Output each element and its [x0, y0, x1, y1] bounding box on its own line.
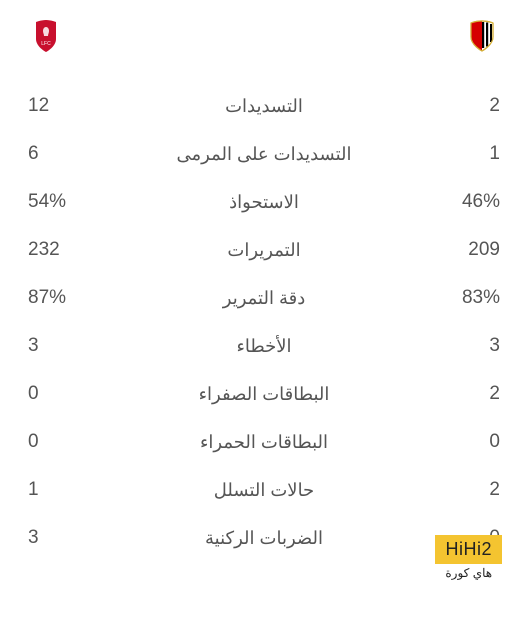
stat-away-value: 0: [28, 431, 98, 453]
stat-row: 2حالات التسلل1: [28, 466, 500, 514]
stat-away-value: 0: [28, 383, 98, 405]
stat-home-value: 83%: [430, 287, 500, 309]
liverpool-crest-icon: LFC: [33, 19, 59, 53]
stat-row: 2البطاقات الصفراء0: [28, 370, 500, 418]
home-team-logo: [466, 20, 498, 52]
stat-away-value: 3: [28, 335, 98, 357]
stat-row: 2التسديدات12: [28, 82, 500, 130]
stat-row: 83%دقة التمرير87%: [28, 274, 500, 322]
stat-label: دقة التمرير: [98, 288, 430, 309]
stat-home-value: 2: [430, 95, 500, 117]
stat-label: الضربات الركنية: [98, 528, 430, 549]
stat-home-value: 0: [430, 527, 500, 549]
away-team-logo: LFC: [30, 20, 62, 52]
stat-home-value: 0: [430, 431, 500, 453]
stat-away-value: 1: [28, 479, 98, 501]
stat-row: 0البطاقات الحمراء0: [28, 418, 500, 466]
stat-row: 1التسديدات على المرمى6: [28, 130, 500, 178]
stat-away-value: 54%: [28, 191, 98, 213]
stat-home-value: 46%: [430, 191, 500, 213]
stat-home-value: 2: [430, 479, 500, 501]
stat-away-value: 12: [28, 95, 98, 117]
stat-label: البطاقات الحمراء: [98, 432, 430, 453]
milan-crest-icon: [467, 19, 497, 53]
stat-label: التمريرات: [98, 240, 430, 261]
stat-row: 209التمريرات232: [28, 226, 500, 274]
svg-text:LFC: LFC: [41, 41, 51, 47]
stat-away-value: 3: [28, 527, 98, 549]
stat-label: الأخطاء: [98, 336, 430, 357]
stat-label: البطاقات الصفراء: [98, 384, 430, 405]
stat-away-value: 87%: [28, 287, 98, 309]
stats-table: 2التسديدات121التسديدات على المرمى646%الا…: [28, 82, 500, 562]
stat-home-value: 2: [430, 383, 500, 405]
match-stats-panel: LFC 2التسديدات121التسديدات على المرمى646…: [0, 0, 528, 562]
stat-row: 46%الاستحواذ54%: [28, 178, 500, 226]
stat-row: 3الأخطاء3: [28, 322, 500, 370]
stat-home-value: 209: [430, 239, 500, 261]
stat-away-value: 232: [28, 239, 98, 261]
team-logos-row: LFC: [28, 20, 500, 52]
stat-label: الاستحواذ: [98, 192, 430, 213]
stat-row: 0الضربات الركنية3: [28, 514, 500, 562]
watermark-sub: هاي كورة: [435, 566, 502, 580]
stat-label: حالات التسلل: [98, 480, 430, 501]
stat-label: التسديدات: [98, 96, 430, 117]
stat-home-value: 3: [430, 335, 500, 357]
stat-away-value: 6: [28, 143, 98, 165]
stat-home-value: 1: [430, 143, 500, 165]
stat-label: التسديدات على المرمى: [98, 144, 430, 165]
